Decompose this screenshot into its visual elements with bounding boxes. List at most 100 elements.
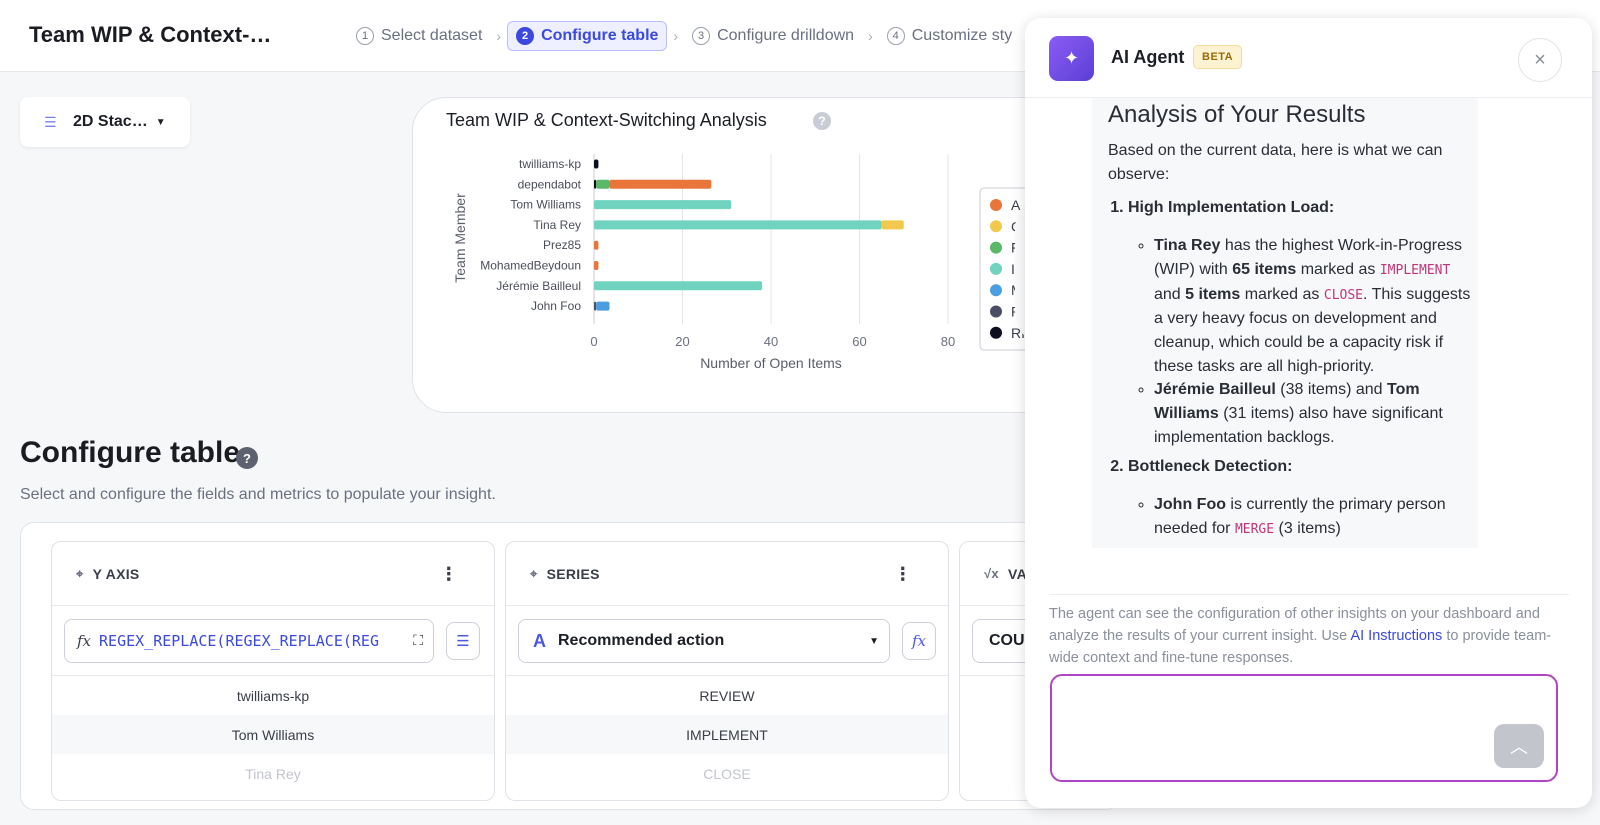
table-row: Tina Rey — [245, 765, 301, 782]
bar-segment — [594, 200, 732, 210]
chevron-right-icon: › — [868, 28, 873, 44]
close-button[interactable]: × — [1518, 38, 1562, 82]
y-tick-label: Tom Williams — [510, 198, 581, 212]
bar-segment — [609, 179, 712, 189]
bar-segment — [881, 220, 904, 230]
person-name: Tina Rey — [1154, 237, 1221, 255]
x-tick-label: 40 — [764, 334, 778, 349]
kebab-menu-icon[interactable]: ⋮ — [893, 564, 912, 584]
y-axis-header: ⌖ Y AXIS ⋮ — [52, 542, 494, 606]
y-axis-field-row: fx REGEX_REPLACE(REGEX_REPLACE(REG ⛶ ☰ — [52, 606, 494, 676]
table-row: Tom Williams — [52, 715, 494, 754]
list-item: High Implementation Load: Tina Rey has t… — [1128, 196, 1478, 449]
x-axis-label: Number of Open Items — [700, 355, 842, 371]
y-tick-label: John Foo — [531, 299, 581, 313]
step-label: Customize sty — [911, 27, 1013, 44]
axis-icon: ⌖ — [76, 565, 84, 581]
text: to provide team-wide context and fine-tu… — [1049, 628, 1552, 666]
help-icon[interactable]: ? — [236, 447, 258, 469]
help-icon[interactable]: ? — [813, 112, 831, 130]
agent-context-note: The agent can see the configuration of o… — [1049, 594, 1569, 669]
list-options-button[interactable]: ☰ — [446, 622, 480, 660]
message-scroll-area[interactable]: Analysis of Your Results Based on the cu… — [1025, 98, 1592, 594]
step-configure-table[interactable]: 2 Configure table — [507, 21, 668, 51]
step-number: 2 — [516, 27, 535, 45]
agent-prompt-input[interactable]: ︿ — [1050, 674, 1558, 782]
page-title: Team WIP & Context-… — [29, 22, 272, 47]
table-row: REVIEW — [699, 687, 755, 704]
finding-title: Bottleneck Detection: — [1128, 458, 1293, 476]
ai-agent-panel: ✦ AI Agent BETA × Analysis of Your Resul… — [1025, 18, 1592, 808]
y-axis-column: ⌖ Y AXIS ⋮ fx REGEX_REPLACE(REGEX_REPLAC… — [51, 541, 495, 801]
legend-swatch — [990, 262, 1002, 275]
y-tick-label: MohamedBeydoun — [480, 259, 581, 273]
series-field-select[interactable]: A Recommended action ▼ — [518, 619, 890, 663]
x-tick-label: 0 — [590, 334, 597, 349]
expand-icon[interactable]: ⛶ — [409, 632, 423, 649]
stepper: 1 Select dataset › 2 Configure table › 3 Co… — [348, 21, 1020, 51]
bar-segment — [594, 179, 597, 189]
analysis-intro: Based on the current data, here is what … — [1108, 142, 1443, 183]
column-header-label: Y AXIS — [92, 565, 140, 582]
ai-instructions-link[interactable]: AI Instructions — [1350, 628, 1443, 644]
bar-lines-icon: ☰ — [44, 113, 57, 130]
table-row: CLOSE — [703, 765, 751, 782]
config-table-container: ⌖ Y AXIS ⋮ fx REGEX_REPLACE(REGEX_REPLAC… — [20, 522, 1120, 810]
text: marked as — [1240, 285, 1324, 303]
formula-text: REGEX_REPLACE(REGEX_REPLACE(REG — [99, 632, 379, 650]
formula-input[interactable]: fx REGEX_REPLACE(REGEX_REPLACE(REG ⛶ — [64, 619, 434, 663]
legend-swatch — [990, 305, 1002, 318]
step-customize-style[interactable]: 4 Customize sty — [879, 21, 1020, 51]
series-field-row: A Recommended action ▼ fx — [506, 606, 948, 676]
list-item: Bottleneck Detection: John Foo is curren… — [1128, 455, 1478, 541]
y-tick-label: twilliams-kp — [519, 157, 581, 171]
bar-segment — [596, 179, 610, 189]
bar-segment — [594, 220, 882, 230]
column-header-label: SERIES — [546, 565, 600, 582]
text: The agent can see the configuration of o… — [1049, 606, 1540, 644]
fx-button[interactable]: fx — [902, 622, 936, 660]
y-tick-label: dependabot — [518, 177, 582, 191]
caret-down-icon: ▼ — [869, 635, 879, 647]
sub-list: Tina Rey has the highest Work-in-Progres… — [1154, 234, 1478, 449]
step-number: 1 — [356, 27, 374, 45]
send-button[interactable]: ︿ — [1494, 724, 1544, 768]
legend-swatch — [990, 284, 1002, 297]
person-name: Tom Williams — [1154, 381, 1420, 423]
text: and — [1154, 285, 1186, 303]
table-row: IMPLEMENT — [506, 715, 948, 754]
bar-segment — [594, 159, 599, 169]
step-number: 3 — [692, 27, 711, 45]
count: 5 items — [1185, 285, 1241, 303]
chevron-right-icon: › — [496, 28, 502, 44]
x-tick-label: 80 — [941, 334, 955, 349]
y-tick-label: Jérémie Bailleul — [496, 279, 581, 293]
step-label: Configure drilldown — [717, 27, 855, 44]
list-item: John Foo is currently the primary person… — [1154, 493, 1478, 541]
ai-agent-header: ✦ AI Agent BETA × — [1025, 18, 1592, 98]
step-select-dataset[interactable]: 1 Select dataset — [348, 21, 490, 51]
list-item: Tina Rey has the highest Work-in-Progres… — [1154, 234, 1478, 378]
arrow-up-icon: ︿ — [1510, 737, 1528, 757]
count: 65 items — [1232, 260, 1297, 278]
action-code: CLOSE — [1323, 287, 1364, 303]
sparkle-icon: ✦ — [1049, 36, 1094, 81]
bar-segment — [594, 261, 599, 270]
configure-table-title: Configure table — [20, 436, 241, 469]
y-tick-label: Tina Rey — [533, 218, 581, 232]
kebab-menu-icon[interactable]: ⋮ — [439, 564, 458, 584]
finding-title: High Implementation Load: — [1128, 199, 1335, 217]
series-column: ⌖ SERIES ⋮ A Recommended action ▼ fx REV… — [505, 541, 949, 801]
text: has the highest Work-in-Progress (WIP) w… — [1154, 237, 1462, 278]
legend-swatch — [990, 326, 1002, 339]
y-axis-label: Team Member — [452, 193, 468, 283]
step-configure-drilldown[interactable]: 3 Configure drilldown — [684, 21, 862, 51]
person-name: Jérémie Bailleul — [1154, 381, 1276, 399]
text: (31 items) also have significant impleme… — [1154, 405, 1443, 446]
chart-type-dropdown[interactable]: ☰ 2D Stac… ▼ — [20, 97, 190, 147]
configure-table-subtitle: Select and configure the fields and metr… — [20, 486, 496, 503]
legend-label: A — [1011, 197, 1021, 213]
text: (3 items) — [1274, 519, 1341, 537]
table-row: twilliams-kp — [236, 687, 310, 704]
sub-list: John Foo is currently the primary person… — [1154, 493, 1478, 541]
